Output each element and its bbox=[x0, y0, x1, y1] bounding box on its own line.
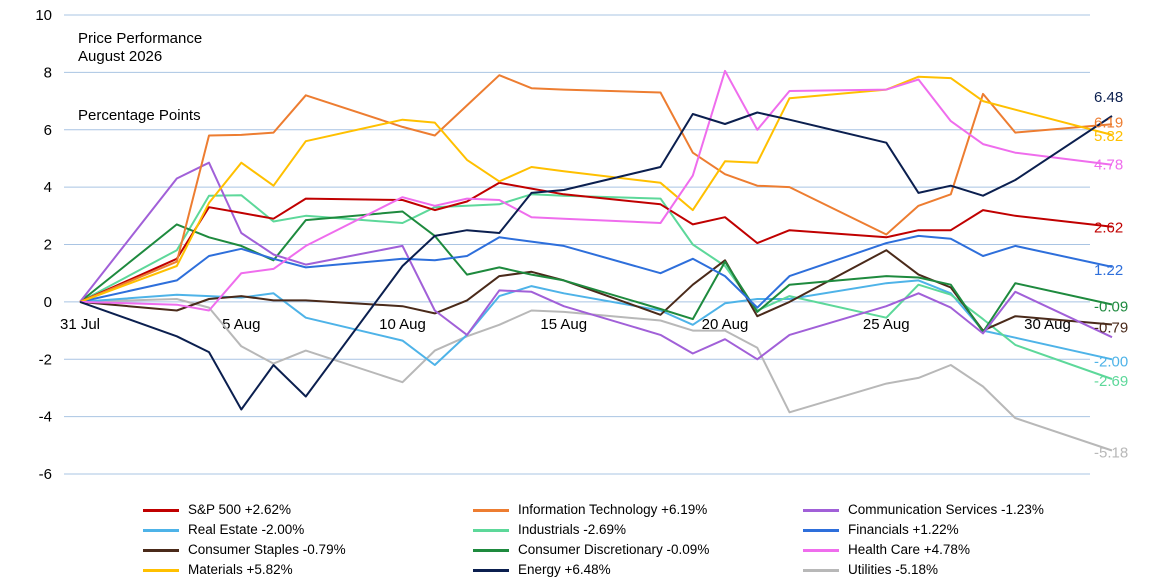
x-tick-label: 31 Jul bbox=[60, 316, 100, 333]
series-end-label: -5.18 bbox=[1094, 444, 1128, 461]
legend-swatch bbox=[473, 569, 509, 572]
series-end-labels: 2.62 6.19 -2.00 -2.69 1.22 -0.79 -0.09 4.78 5.82… bbox=[1094, 89, 1128, 461]
series-end-label: 6.19 bbox=[1094, 114, 1123, 131]
y-tick-label: -4 bbox=[39, 409, 52, 426]
chart-legend: S&P 500 +2.62% Information Technology +6.… bbox=[143, 500, 1143, 584]
series-end-label: 1.22 bbox=[1094, 262, 1123, 279]
legend-swatch bbox=[803, 509, 839, 512]
series-line bbox=[79, 69, 1113, 312]
series-line bbox=[79, 279, 1113, 366]
legend-swatch bbox=[143, 549, 179, 552]
chart-subtitle: August 2026 bbox=[78, 48, 163, 65]
y-tick-label: 4 bbox=[44, 179, 52, 196]
y-axis-tick-labels: -6 -4 -2 0 2 4 6 8 10 bbox=[35, 7, 52, 483]
series-end-label: -0.79 bbox=[1094, 320, 1128, 337]
legend-label: Consumer Discretionary -0.09% bbox=[518, 542, 710, 557]
y-axis-label: Percentage Points bbox=[78, 107, 201, 124]
series-line bbox=[79, 234, 1113, 309]
x-tick-label: 5 Aug bbox=[222, 316, 260, 333]
legend-swatch bbox=[143, 509, 179, 512]
series-end-label: -0.09 bbox=[1094, 298, 1128, 315]
legend-label: Information Technology +6.19% bbox=[518, 502, 708, 517]
legend-label: Utilities -5.18% bbox=[848, 562, 939, 577]
x-tick-label: 15 Aug bbox=[540, 316, 587, 333]
series-line bbox=[79, 181, 1113, 303]
x-tick-label: 10 Aug bbox=[379, 316, 426, 333]
grid-lines bbox=[64, 14, 1090, 475]
legend-label: Industrials -2.69% bbox=[518, 522, 627, 537]
legend-label: Communication Services -1.23% bbox=[848, 502, 1044, 517]
legend-swatch bbox=[803, 569, 839, 572]
series-end-label: -2.69 bbox=[1094, 373, 1128, 390]
legend-swatch bbox=[473, 529, 509, 532]
legend-label: S&P 500 +2.62% bbox=[188, 502, 291, 517]
series-line bbox=[79, 193, 1113, 380]
y-tick-label: 8 bbox=[44, 64, 52, 81]
y-tick-label: 2 bbox=[44, 237, 52, 254]
legend-swatch bbox=[143, 529, 179, 532]
series-line bbox=[79, 74, 1113, 303]
legend-label: Real Estate -2.00% bbox=[188, 522, 305, 537]
chart-title: Price Performance bbox=[78, 30, 203, 47]
legend-swatch bbox=[473, 509, 509, 512]
legend-label: Consumer Staples -0.79% bbox=[188, 542, 346, 557]
series-end-label: 6.48 bbox=[1094, 89, 1123, 106]
series-end-label: 4.78 bbox=[1094, 157, 1123, 174]
legend-swatch bbox=[143, 569, 179, 572]
y-tick-label: -2 bbox=[39, 351, 52, 368]
series-lines bbox=[79, 69, 1113, 452]
x-tick-label: 20 Aug bbox=[702, 316, 749, 333]
legend-swatch bbox=[803, 529, 839, 532]
y-tick-label: 6 bbox=[44, 122, 52, 139]
x-tick-label: 25 Aug bbox=[863, 316, 910, 333]
series-line bbox=[79, 161, 1113, 361]
x-axis-tick-labels: 31 Jul 5 Aug 10 Aug 15 Aug 20 Aug 25 Aug 30 Au… bbox=[60, 316, 1071, 333]
series-end-label: 2.62 bbox=[1094, 220, 1123, 237]
y-tick-label: 0 bbox=[44, 294, 52, 311]
series-line bbox=[79, 298, 1113, 452]
chart-title-block: Price Performance August 2026 bbox=[78, 30, 202, 66]
legend-swatch bbox=[473, 549, 509, 552]
y-tick-label: 10 bbox=[35, 7, 52, 24]
series-end-label: 5.82 bbox=[1094, 128, 1123, 145]
legend-swatch bbox=[803, 549, 839, 552]
legend-label: Financials +1.22% bbox=[848, 522, 959, 537]
series-end-label: -2.00 bbox=[1094, 353, 1128, 370]
y-tick-label: -6 bbox=[39, 466, 52, 483]
series-line bbox=[79, 111, 1113, 411]
series-line bbox=[79, 75, 1113, 303]
legend-label: Health Care +4.78% bbox=[848, 542, 970, 557]
legend-label: Energy +6.48% bbox=[518, 562, 611, 577]
legend-label: Materials +5.82% bbox=[188, 562, 293, 577]
